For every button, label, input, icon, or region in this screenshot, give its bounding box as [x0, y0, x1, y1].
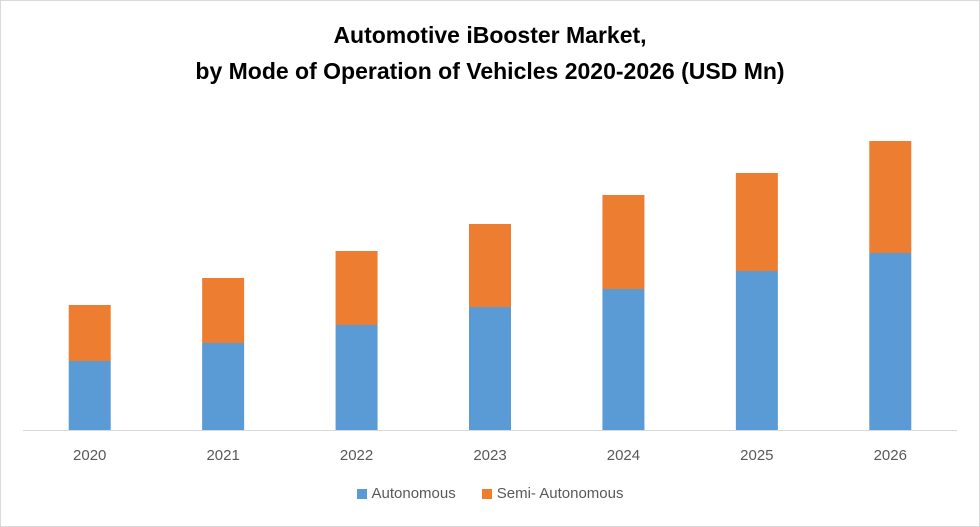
bar-semi-autonomous-2021: [202, 278, 245, 343]
bar-semi-autonomous-2022: [335, 251, 378, 325]
bar-autonomous-2024: [602, 289, 645, 430]
legend-item-semi-autonomous: Semi- Autonomous: [481, 485, 624, 502]
legend: Autonomous Semi- Autonomous: [0, 485, 980, 502]
bar-autonomous-2023: [469, 307, 511, 430]
legend-label: Autonomous: [371, 485, 456, 502]
x-tick-label: 2021: [206, 447, 239, 464]
bar-semi-autonomous-2020: [68, 305, 111, 361]
x-tick-label: 2025: [740, 447, 773, 464]
legend-swatch-semi-autonomous: [481, 488, 492, 499]
x-tick-label: 2024: [607, 447, 640, 464]
bar-autonomous-2020: [68, 361, 111, 430]
bar-semi-autonomous-2025: [735, 173, 778, 271]
legend-item-autonomous: Autonomous: [356, 485, 456, 502]
bar-autonomous-2025: [735, 271, 778, 430]
bar-semi-autonomous-2023: [469, 224, 511, 307]
bar-semi-autonomous-2026: [869, 141, 912, 253]
legend-label: Semi- Autonomous: [496, 485, 624, 502]
bar-autonomous-2021: [202, 343, 245, 430]
bar-semi-autonomous-2024: [602, 195, 645, 289]
bar-autonomous-2022: [335, 325, 378, 430]
x-tick-label: 2026: [874, 447, 907, 464]
chart-title-line-2: by Mode of Operation of Vehicles 2020-20…: [195, 58, 785, 84]
legend-swatch-autonomous: [356, 488, 367, 499]
chart-title-line-1: Automotive iBooster Market,: [333, 22, 647, 48]
bar-autonomous-2026: [869, 253, 912, 430]
x-tick-label: 2023: [473, 447, 506, 464]
x-tick-label: 2022: [340, 447, 373, 464]
x-tick-label: 2020: [73, 447, 106, 464]
